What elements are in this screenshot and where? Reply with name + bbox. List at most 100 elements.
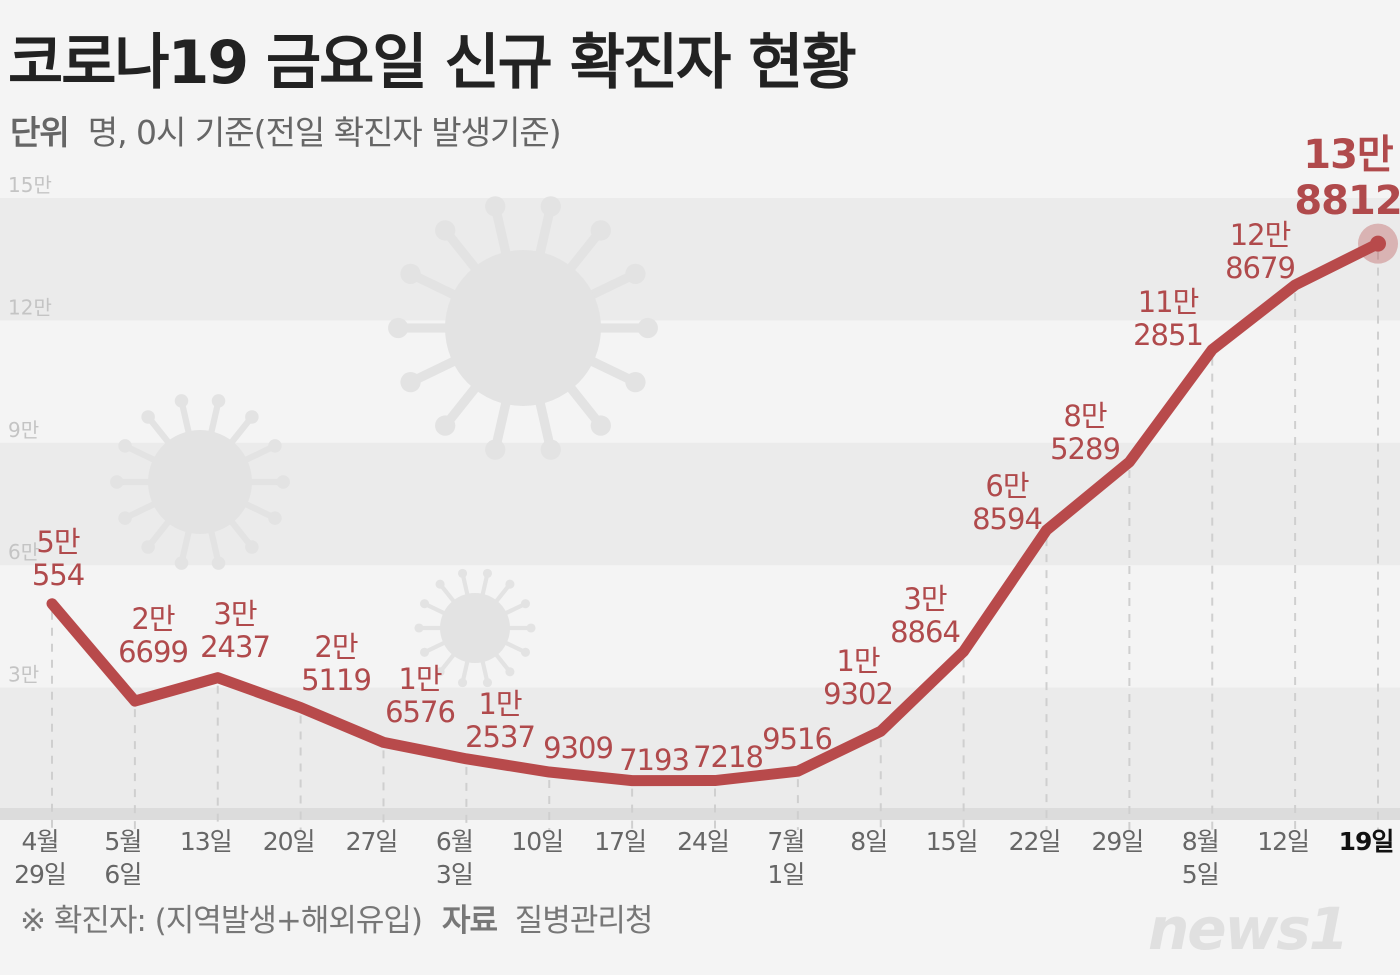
virus-knob xyxy=(211,394,226,408)
data-point xyxy=(51,602,53,605)
virus-knob xyxy=(141,410,155,424)
virus-knob xyxy=(540,439,561,460)
virus-decoration xyxy=(388,196,658,460)
virus-knob xyxy=(118,439,132,453)
virus-knob xyxy=(540,196,561,217)
unit-text: 명, 0시 기준(전일 확진자 발생기준) xyxy=(87,113,562,152)
y-tick-label: 9만 xyxy=(8,418,39,442)
data-point xyxy=(299,706,302,709)
virus-body xyxy=(445,250,601,406)
source-label: 자료 xyxy=(442,903,498,939)
data-label: 13만 xyxy=(1303,132,1394,178)
data-label: 7193 xyxy=(619,743,689,777)
grid-band xyxy=(0,687,1400,810)
virus-knob xyxy=(174,394,189,408)
virus-knob xyxy=(211,556,226,570)
virus-knob xyxy=(435,667,445,677)
data-label: 9309 xyxy=(543,731,613,765)
data-label: 2437 xyxy=(200,630,270,664)
x-tick-label: 10일 xyxy=(511,827,563,856)
data-label: 1만 xyxy=(836,644,879,678)
virus-knob xyxy=(520,647,531,657)
virus-knob xyxy=(141,540,155,554)
virus-knob xyxy=(245,540,259,554)
data-point xyxy=(879,730,882,733)
x-tick-label: 17일 xyxy=(594,827,646,856)
y-tick-label: 3만 xyxy=(8,663,39,687)
virus-knob xyxy=(118,511,132,525)
x-tick-label: 27일 xyxy=(346,827,398,856)
data-label: 1만 xyxy=(478,687,521,721)
data-label: 6576 xyxy=(385,695,455,729)
data-label: 5119 xyxy=(301,663,371,697)
footnote: ※ 확진자: (지역발생+해외유입) 자료 질병관리청 xyxy=(20,895,654,940)
data-label: 5289 xyxy=(1050,432,1120,466)
virus-knob xyxy=(590,220,611,241)
y-tick-label: 12만 xyxy=(8,295,52,319)
virus-knob xyxy=(457,568,468,578)
virus-knob xyxy=(625,372,646,393)
x-tick-label: 3일 xyxy=(436,860,473,889)
virus-knob xyxy=(482,568,493,578)
source-text: 질병관리청 xyxy=(514,903,654,939)
data-label: 554 xyxy=(32,558,84,592)
x-tick-label: 22일 xyxy=(1009,827,1061,856)
virus-knob xyxy=(174,556,189,570)
x-tick-label: 6월 xyxy=(436,827,473,856)
virus-body xyxy=(148,430,252,534)
x-tick-label: 4월 xyxy=(22,827,59,856)
data-point xyxy=(548,771,551,774)
virus-knob xyxy=(419,647,430,657)
unit-label: 단위 xyxy=(10,113,70,152)
data-label: 8812 xyxy=(1294,178,1400,224)
data-point xyxy=(714,779,716,782)
data-label: 6만 xyxy=(985,469,1028,503)
unit-subtitle: 단위 명, 0시 기준(전일 확진자 발생기준) xyxy=(10,106,562,154)
footnote-note: ※ 확진자: (지역발생+해외유입) xyxy=(20,903,423,939)
virus-body xyxy=(440,593,510,663)
y-tick-label: 15만 xyxy=(8,173,52,197)
data-label: 11만 xyxy=(1138,285,1199,319)
data-label: 2만 xyxy=(131,602,174,636)
x-tick-label: 19일 xyxy=(1339,827,1394,856)
data-label: 3만 xyxy=(903,582,946,616)
virus-knob xyxy=(435,579,445,589)
virus-knob xyxy=(435,415,456,436)
grid-band xyxy=(0,198,1400,321)
virus-knob xyxy=(276,475,290,489)
virus-knob xyxy=(485,196,506,217)
data-point xyxy=(962,650,965,653)
virus-knob xyxy=(245,410,259,424)
virus-knob xyxy=(419,599,430,609)
virus-knob xyxy=(457,678,468,688)
data-label: 8679 xyxy=(1225,251,1295,285)
data-label: 7218 xyxy=(693,740,763,774)
data-point xyxy=(1211,348,1214,351)
virus-knob xyxy=(110,475,124,489)
virus-knob xyxy=(435,220,456,241)
news1-logo: news1 xyxy=(1148,895,1349,963)
virus-knob xyxy=(625,263,646,284)
virus-decoration xyxy=(110,394,290,570)
x-axis-line xyxy=(0,808,1400,820)
data-label: 8만 xyxy=(1063,399,1106,433)
data-point xyxy=(631,779,634,782)
x-tick-label: 29일 xyxy=(1091,827,1143,856)
virus-knob xyxy=(268,439,282,453)
data-label: 6699 xyxy=(118,635,188,669)
virus-knob xyxy=(526,623,536,633)
virus-knob xyxy=(482,678,493,688)
x-tick-label: 7월 xyxy=(767,827,804,856)
x-tick-label: 6일 xyxy=(104,860,141,889)
x-tick-label: 5일 xyxy=(1182,860,1219,889)
virus-knob xyxy=(400,263,421,284)
x-tick-label: 15일 xyxy=(926,827,978,856)
virus-knob xyxy=(485,439,506,460)
virus-knob xyxy=(590,415,611,436)
x-tick-label: 13일 xyxy=(180,827,232,856)
data-label: 12만 xyxy=(1230,218,1291,252)
data-label: 8864 xyxy=(890,615,960,649)
virus-knob xyxy=(505,667,515,677)
data-label: 5만 xyxy=(36,525,79,559)
